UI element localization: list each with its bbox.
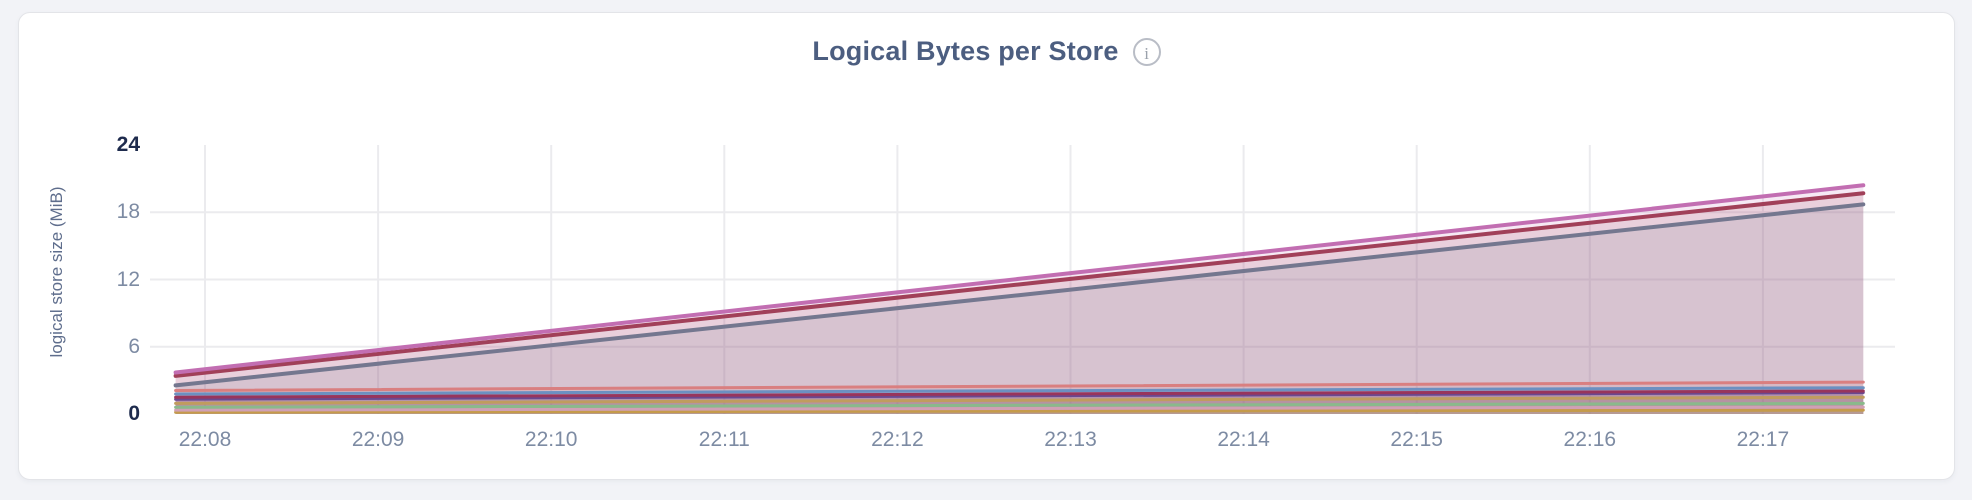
series-line-store-1-pink [173, 183, 1866, 375]
chart-title: Logical Bytes per Store [812, 36, 1119, 66]
chart-header: Logical Bytes per Store i [18, 36, 1955, 67]
x-tick-label-2210: 22:10 [524, 428, 578, 451]
series-line-store-10-rose [174, 405, 1865, 412]
y-tick-label-12: 12 [116, 267, 140, 291]
x-tick-label-2216: 22:16 [1563, 428, 1617, 451]
series-line-store-9-green [174, 401, 1865, 409]
x-tick-label-2211: 22:11 [698, 428, 750, 451]
x-tick-label-2208: 22:08 [178, 428, 232, 451]
x-tick-label-2213: 22:13 [1044, 428, 1097, 451]
series-fill-store-3-slate [175, 204, 1864, 414]
x-tick-label-2217: 22:17 [1736, 428, 1790, 451]
y-tick-label-24: 24 [116, 133, 140, 156]
x-tick-label-2209: 22:09 [351, 428, 405, 451]
info-icon[interactable]: i [1132, 37, 1161, 66]
series-fill-store-1-pink [175, 185, 1864, 414]
y-tick-label-0: 0 [128, 402, 140, 425]
y-tick-label-18: 18 [116, 200, 140, 224]
series-line-store-11-gold [174, 408, 1865, 414]
series-line-store-4-salmon [174, 380, 1865, 392]
x-tick-label-2214: 22:14 [1217, 428, 1270, 451]
series-line-store-6-maroon [174, 389, 1865, 399]
y-tick-label-6: 6 [128, 334, 140, 358]
series-line-store-5-steelblue [174, 386, 1865, 396]
series-line-store-2-crimson [173, 191, 1866, 378]
series-line-store-3-slate [173, 202, 1866, 388]
series-line-store-8-tan [174, 395, 1865, 405]
x-tick-label-2215: 22:15 [1390, 428, 1443, 451]
x-tick-label-2212: 22:12 [871, 428, 924, 451]
series-line-store-7-purple [174, 391, 1865, 401]
chart-plot-area[interactable] [150, 145, 1895, 414]
